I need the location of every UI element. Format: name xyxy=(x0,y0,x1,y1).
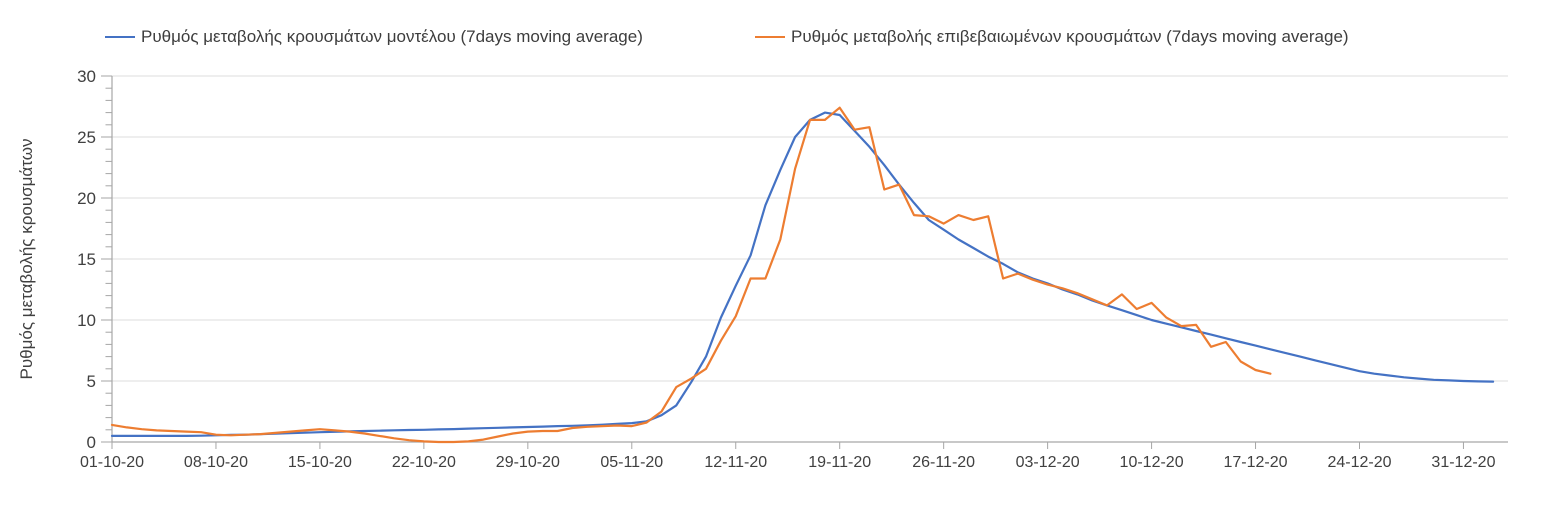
x-axis-ticks: 01-10-20 08-10-20 15-10-20 22-10-20 29-10-20… xyxy=(80,442,1496,471)
x-tick-label: 19-11-20 xyxy=(808,454,871,471)
series-line-confirmed xyxy=(110,106,1272,444)
y-tick-label: 15 xyxy=(77,250,96,269)
y-tick-label: 10 xyxy=(77,311,96,330)
x-tick-label: 10-12-20 xyxy=(1120,454,1184,471)
x-tick-label: 22-10-20 xyxy=(392,454,456,471)
y-tick-label: 0 xyxy=(87,433,96,452)
gridlines xyxy=(112,75,1508,382)
series-line-model xyxy=(110,111,1495,437)
legend-label-confirmed: Ρυθμός μεταβολής επιβεβαιωμένων κρουσμάτ… xyxy=(791,27,1349,46)
x-tick-label: 31-12-20 xyxy=(1431,454,1495,471)
x-tick-label: 08-10-20 xyxy=(184,454,248,471)
x-tick-label: 12-11-20 xyxy=(704,454,767,471)
legend-item-model: Ρυθμός μεταβολής κρουσμάτων μοντέλου (7d… xyxy=(105,27,643,47)
x-tick-label: 05-11-20 xyxy=(600,454,663,471)
legend-line-swatch-blue xyxy=(105,35,135,39)
y-axis-ticks: 0 5 10 15 20 25 30 xyxy=(77,67,112,452)
y-tick-label: 25 xyxy=(77,128,96,147)
x-tick-label: 29-10-20 xyxy=(496,454,560,471)
y-tick-label: 20 xyxy=(77,189,96,208)
x-tick-label: 03-12-20 xyxy=(1016,454,1080,471)
x-tick-label: 17-12-20 xyxy=(1224,454,1288,471)
legend-line-swatch-orange xyxy=(755,35,785,39)
x-tick-label: 15-10-20 xyxy=(288,454,352,471)
x-tick-label: 26-11-20 xyxy=(912,454,975,471)
y-tick-label: 5 xyxy=(87,372,96,391)
x-tick-label: 24-12-20 xyxy=(1327,454,1391,471)
x-tick-label: 01-10-20 xyxy=(80,454,144,471)
legend-label-model: Ρυθμός μεταβολής κρουσμάτων μοντέλου (7d… xyxy=(141,27,643,46)
legend-item-confirmed: Ρυθμός μεταβολής επιβεβαιωμένων κρουσμάτ… xyxy=(755,27,1349,47)
y-tick-label: 30 xyxy=(77,67,96,86)
